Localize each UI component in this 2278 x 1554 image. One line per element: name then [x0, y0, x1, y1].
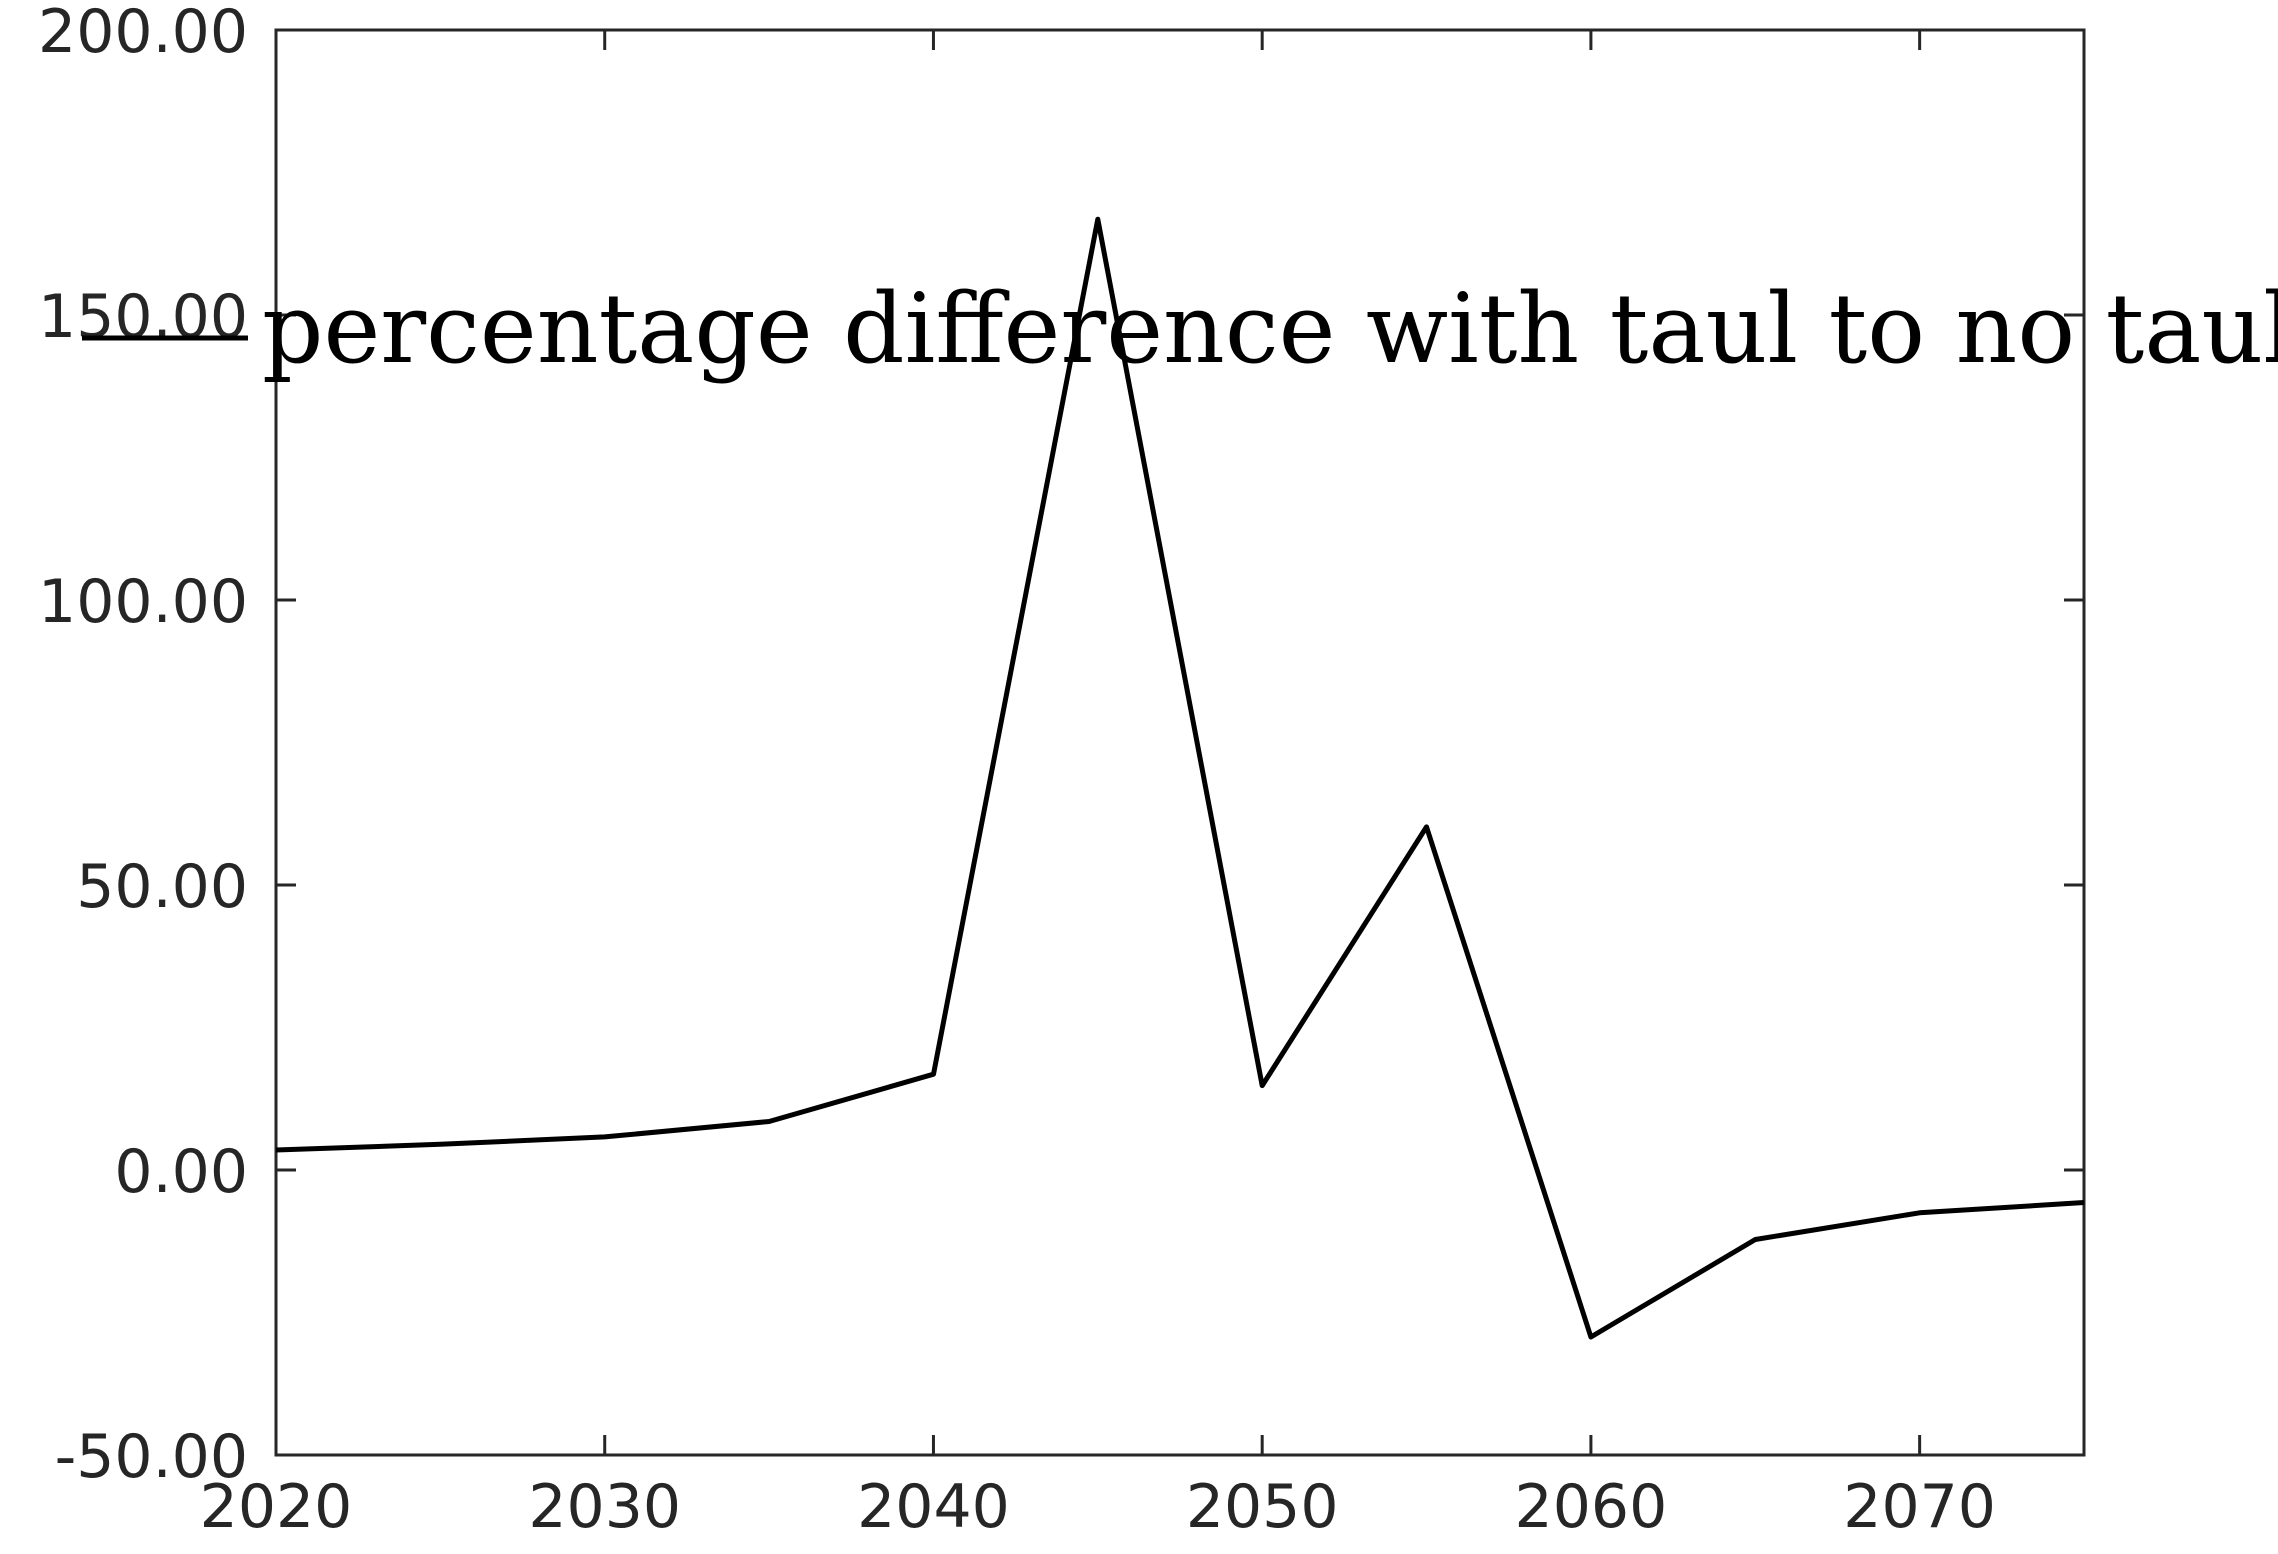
x-axis: 2020 2030 2040 2050 2060 2070	[200, 30, 1996, 1542]
y-tick-label: -50.00	[55, 1422, 248, 1492]
x-tick-label: 2070	[1843, 1472, 1996, 1542]
legend: percentage difference with taul to no ta…	[82, 273, 2278, 385]
y-tick-label: 50.00	[76, 852, 248, 922]
y-tick-label: 0.00	[114, 1137, 248, 1207]
y-tick-label: 100.00	[38, 567, 248, 637]
y-tick-label: 150.00	[38, 282, 248, 352]
x-tick-label: 2050	[1186, 1472, 1339, 1542]
y-tick-label: 200.00	[38, 0, 248, 67]
series-line	[275, 216, 2085, 1340]
legend-label: percentage difference with taul to no ta…	[262, 273, 2278, 385]
plot-frame	[274, 28, 2086, 1457]
x-tick-label: 2020	[200, 1472, 353, 1542]
x-tick-label: 2030	[528, 1472, 681, 1542]
y-axis: -50.00 0.00 50.00 100.00 150.00 200.00	[38, 0, 2084, 1492]
x-tick-label: 2060	[1515, 1472, 1668, 1542]
x-tick-label: 2040	[857, 1472, 1010, 1542]
